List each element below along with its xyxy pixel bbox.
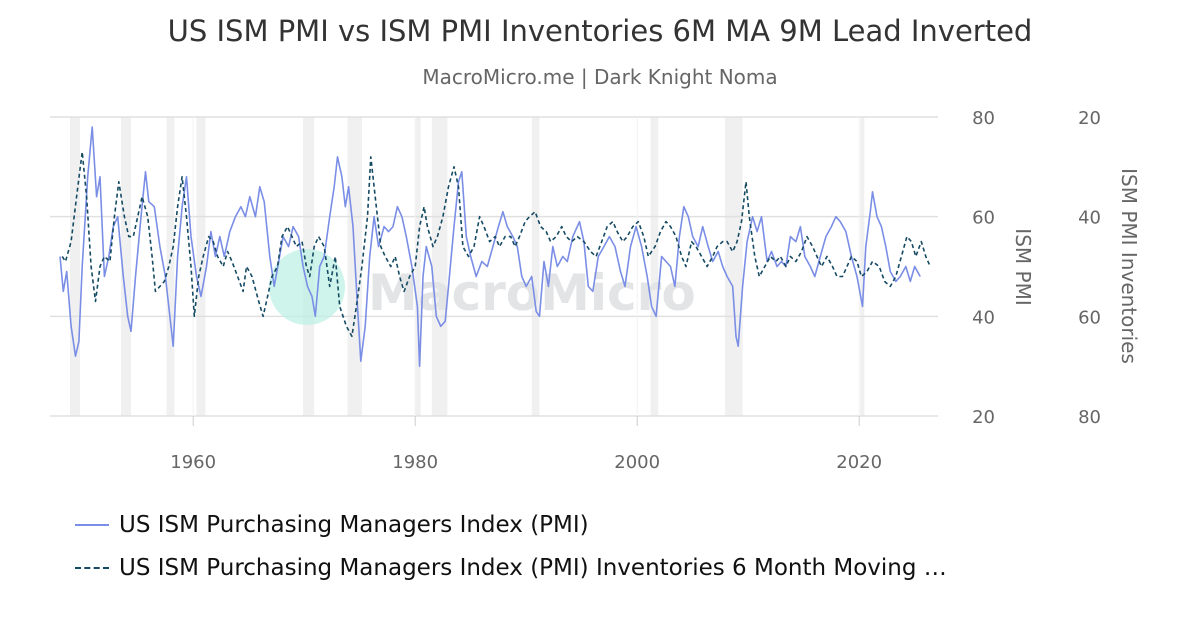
recession-band (121, 117, 132, 416)
series-lines (59, 126, 931, 367)
y-tick-label-pmi: 80 (972, 108, 995, 129)
recession-band (196, 117, 206, 416)
legend-swatch-solid (75, 524, 109, 526)
y-tick-label-pmi: 40 (972, 307, 995, 328)
recession-band (431, 117, 448, 416)
legend-swatch-dashed (75, 567, 109, 569)
y-axis-title-inventories: ISM PMI Inventories (1117, 168, 1141, 364)
watermark: MacroMicro (269, 249, 696, 325)
recession-band (860, 117, 865, 416)
y-tick-label-pmi: 20 (972, 407, 995, 428)
y-axis-title-pmi: ISM PMI (1011, 228, 1035, 305)
recession-band (724, 117, 743, 416)
recession-band (69, 117, 80, 416)
chart-subtitle: MacroMicro.me | Dark Knight Noma (422, 65, 778, 89)
recession-band (166, 117, 175, 416)
y-tick-label-inventories: 80 (1078, 407, 1101, 428)
x-tick-label: 1980 (392, 452, 438, 473)
recession-band (650, 117, 659, 416)
x-tick-label: 2020 (836, 452, 882, 473)
series-line-inventories (61, 151, 931, 338)
y-tick-label-inventories: 20 (1078, 108, 1101, 129)
gridlines (50, 116, 938, 417)
y-tick-label-pmi: 60 (972, 208, 995, 229)
x-tick-label: 1960 (170, 452, 216, 473)
recession-band (531, 117, 540, 416)
chart-title: US ISM PMI vs ISM PMI Inventories 6M MA … (167, 14, 1033, 48)
y-tick-label-inventories: 40 (1078, 208, 1101, 229)
legend-label: US ISM Purchasing Managers Index (PMI) (119, 512, 589, 538)
series-line-pmi (59, 126, 921, 367)
x-tick-label: 2000 (614, 452, 660, 473)
recession-band (415, 117, 421, 416)
legend-item-inventories[interactable]: US ISM Purchasing Managers Index (PMI) I… (75, 555, 947, 581)
legend-item-pmi[interactable]: US ISM Purchasing Managers Index (PMI) (75, 512, 589, 538)
y-tick-label-inventories: 60 (1078, 307, 1101, 328)
legend-label: US ISM Purchasing Managers Index (PMI) I… (119, 555, 947, 581)
